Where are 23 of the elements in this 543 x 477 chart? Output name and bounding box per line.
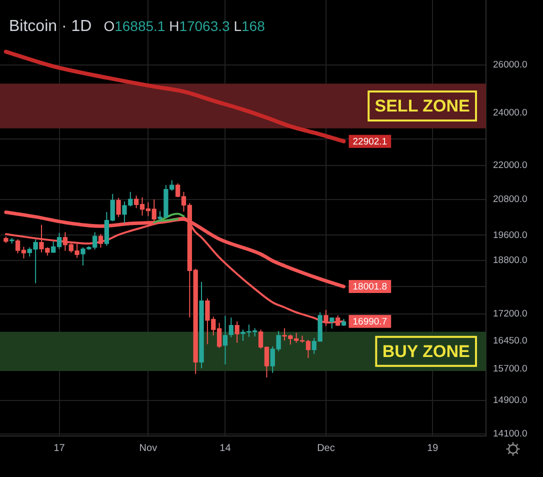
x-tick-label: Dec: [317, 442, 335, 454]
y-tick-label: 18800.0: [493, 254, 528, 266]
x-tick-label: 17: [54, 442, 66, 454]
y-tick-label: 15700.0: [493, 364, 528, 375]
x-tick-label: Nov: [139, 442, 158, 454]
y-tick-label: 14900.0: [493, 395, 528, 406]
x-tick-label: 14: [220, 442, 232, 454]
annotation: 22902.1: [352, 136, 388, 148]
y-tick-label: 17200.0: [493, 308, 528, 320]
y-tick-label: 22000.0: [493, 160, 528, 172]
band-label: BUY ZONE: [382, 342, 470, 362]
y-tick-label: 24000.0: [493, 108, 528, 119]
band-label: SELL ZONE: [374, 96, 470, 116]
y-tick-label: 14100.0: [493, 428, 528, 440]
y-tick-label: 19600.0: [493, 230, 528, 241]
annotation: 16990.7: [352, 316, 388, 328]
y-tick-label: 26000.0: [493, 59, 528, 70]
text: Bitcoin · 1D: [9, 18, 92, 35]
annotation: 18001.8: [352, 282, 388, 293]
annotation: O16885.1 H17063.3 L168: [104, 18, 265, 34]
x-tick-label: 19: [427, 442, 439, 454]
y-tick-label: 16450.0: [493, 336, 528, 347]
y-tick-label: 20800.0: [493, 194, 528, 206]
